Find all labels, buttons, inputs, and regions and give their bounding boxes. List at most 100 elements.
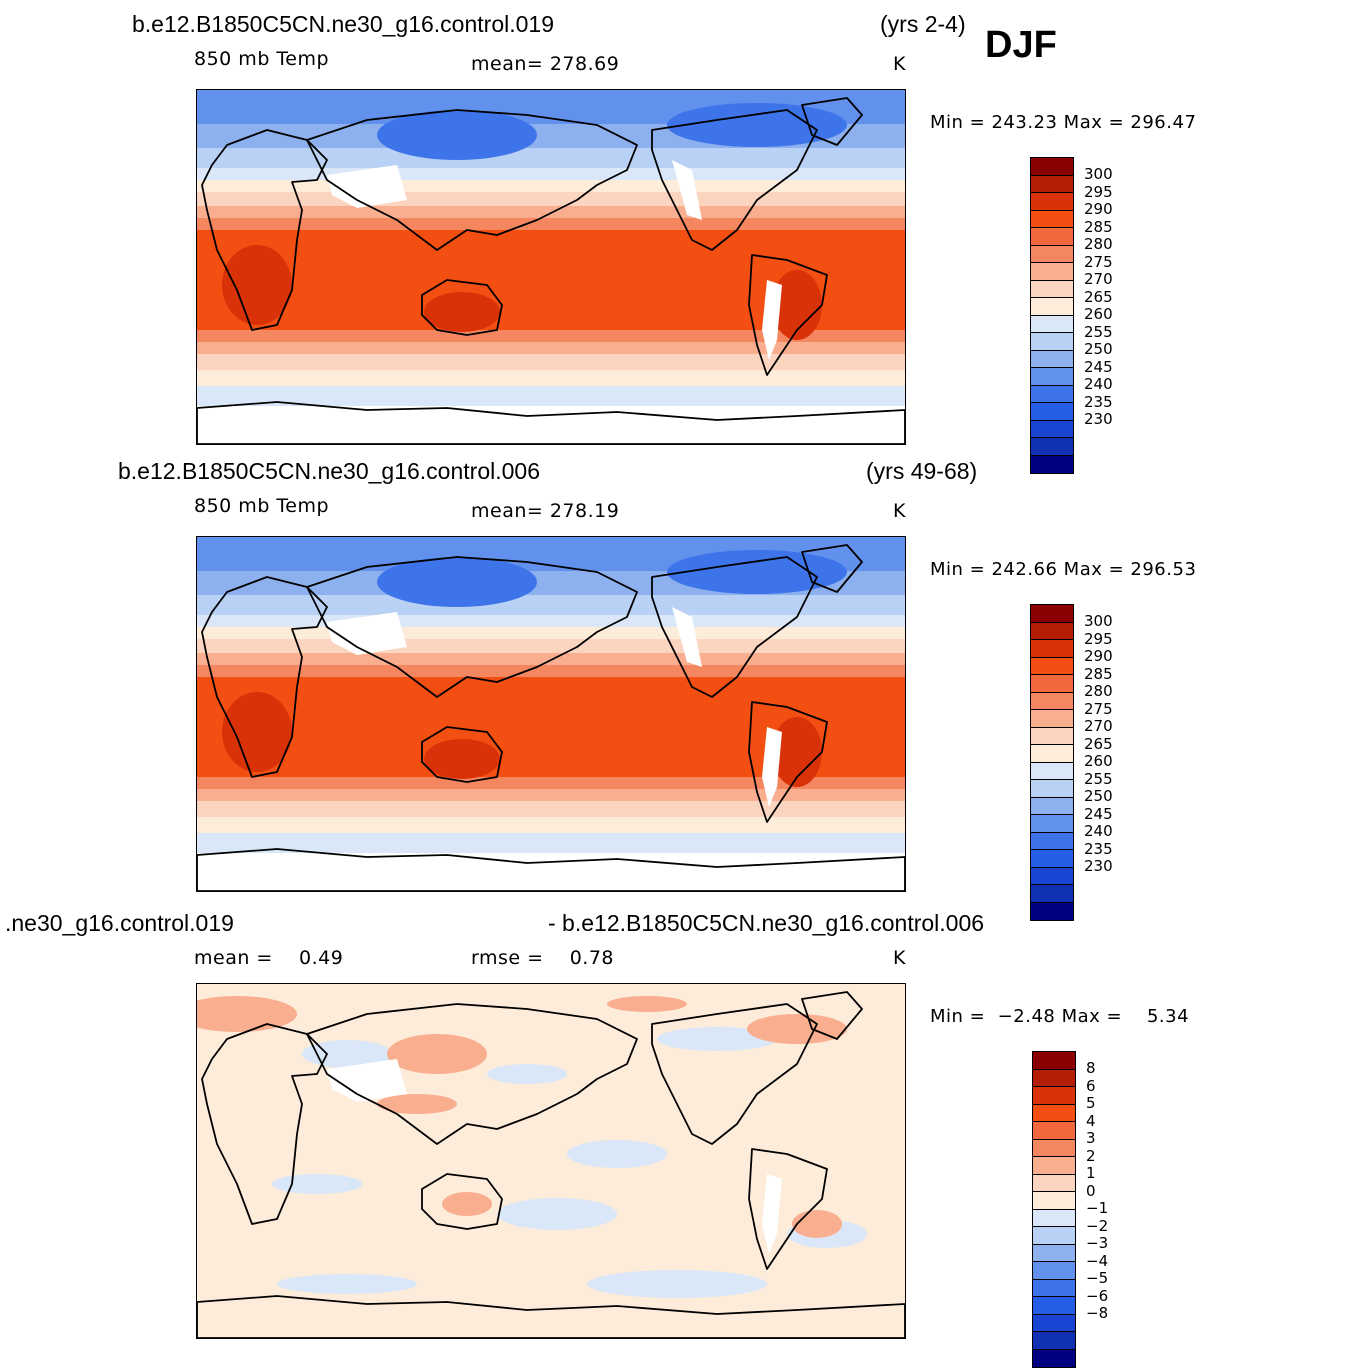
negative-anomaly (497, 1198, 617, 1230)
temperature-band (197, 406, 905, 444)
negative-anomaly (277, 1274, 417, 1294)
temperature-band (197, 639, 905, 653)
colorbar-swatch (1031, 692, 1073, 710)
colorbar-tick-label: 285 (1084, 217, 1113, 236)
coastline-antarctica (197, 1295, 905, 1338)
colorbar-tick-label: 230 (1084, 857, 1113, 875)
positive-anomaly (792, 1210, 842, 1238)
panel-top-minmax: Min = 243.23 Max = 296.47 (930, 112, 1197, 133)
temperature-band (197, 370, 905, 386)
colorbar-tick-label: 230 (1084, 410, 1113, 428)
coastline-southAmerica (748, 1148, 828, 1270)
colorbar-tick-label: 290 (1084, 647, 1113, 665)
colorbar-swatch (1031, 640, 1073, 658)
coastline-northAmerica (651, 109, 818, 251)
colorbar-tick-label: 285 (1084, 664, 1113, 683)
colorbar-swatch (1031, 605, 1073, 623)
colorbar-tick-label: 265 (1084, 287, 1113, 306)
warm-region (424, 739, 500, 779)
colorbar-tick-label: 270 (1084, 270, 1113, 288)
colorbar-tick-label: 255 (1084, 322, 1113, 341)
coastline-asia (306, 556, 638, 698)
coastline-northAmerica (651, 1003, 818, 1145)
panel-bottom-case-left: .ne30_g16.control.019 (5, 910, 234, 936)
negative-anomaly (272, 1174, 362, 1194)
positive-anomaly (387, 1034, 487, 1074)
temperature-band (197, 833, 905, 853)
colorbar-tick-label: 235 (1084, 392, 1113, 411)
panel-bottom-mean: mean = 0.49 (194, 947, 344, 969)
colorbar-swatch (1033, 1069, 1075, 1087)
colorbar-tick-label: 275 (1084, 699, 1113, 718)
colorbar-swatch (1031, 727, 1073, 745)
temperature-band (197, 777, 905, 789)
coastline-antarctica (197, 848, 905, 891)
colorbar-tick-label: 3 (1086, 1129, 1096, 1147)
panel-bottom-colorbar (1032, 1051, 1076, 1368)
colorbar-tick-label: 4 (1086, 1111, 1096, 1130)
colorbar-swatch (1031, 280, 1073, 298)
colorbar-swatch (1031, 797, 1073, 815)
colorbar-swatch (1033, 1297, 1075, 1315)
panel-middle-years: (yrs 49-68) (866, 458, 978, 484)
colorbar-swatch (1031, 832, 1073, 850)
colorbar-tick-label: 295 (1084, 182, 1113, 201)
missing-data-rockies (672, 607, 702, 667)
temperature-band (197, 801, 905, 817)
colorbar-swatch (1031, 762, 1073, 780)
colorbar-swatch (1031, 263, 1073, 281)
colorbar-tick-label: 235 (1084, 839, 1113, 858)
colorbar-swatch (1031, 850, 1073, 868)
colorbar-swatch (1031, 403, 1073, 421)
colorbar-swatch (1033, 1139, 1075, 1157)
panel-middle-units: K (893, 500, 906, 522)
warm-region (772, 270, 822, 340)
temperature-band (197, 595, 905, 615)
colorbar-tick-label: 290 (1084, 200, 1113, 218)
colorbar-swatch (1033, 1262, 1075, 1280)
positive-anomaly (377, 1094, 457, 1114)
coastline-southAmerica (748, 254, 828, 376)
colorbar-swatch (1033, 1244, 1075, 1262)
cold-region (667, 550, 847, 594)
colorbar-tick-label: −8 (1086, 1304, 1109, 1322)
colorbar-swatch (1031, 438, 1073, 456)
colorbar-swatch (1031, 657, 1073, 675)
colorbar-swatch (1031, 902, 1073, 920)
panel-top-case-title: b.e12.B1850C5CN.ne30_g16.control.019 (132, 11, 554, 37)
cold-region (667, 103, 847, 147)
colorbar-swatch (1033, 1314, 1075, 1332)
panel-bottom-minmax: Min = −2.48 Max = 5.34 (930, 1006, 1190, 1027)
colorbar-tick-label: −1 (1086, 1199, 1109, 1217)
colorbar-tick-label: 0 (1086, 1181, 1096, 1200)
colorbar-tick-label: −3 (1086, 1234, 1109, 1252)
colorbar-swatch (1033, 1227, 1075, 1245)
temperature-band (197, 789, 905, 801)
panel-middle-minmax: Min = 242.66 Max = 296.53 (930, 559, 1197, 580)
missing-data-tibet (327, 165, 407, 208)
warm-region (424, 292, 500, 332)
colorbar-swatch (1031, 245, 1073, 263)
colorbar-swatch (1031, 885, 1073, 903)
coastline-europeAfrica (201, 129, 328, 331)
coastline-asia (306, 109, 638, 251)
colorbar-tick-label: −4 (1086, 1251, 1109, 1270)
colorbar-tick-label: 2 (1086, 1146, 1096, 1165)
panel-bottom-units: K (893, 947, 906, 969)
colorbar-swatch (1031, 385, 1073, 403)
colorbar-swatch (1031, 867, 1073, 885)
colorbar-swatch (1031, 350, 1073, 368)
warm-region (772, 717, 822, 787)
colorbar-tick-label: 270 (1084, 717, 1113, 735)
colorbar-tick-label: 280 (1084, 682, 1113, 700)
missing-data-andes (762, 280, 782, 360)
missing-data-tibet (327, 612, 407, 655)
colorbar-swatch (1033, 1087, 1075, 1105)
colorbar-tick-label: 240 (1084, 375, 1113, 393)
colorbar-swatch (1031, 333, 1073, 351)
panel-middle-colorbar (1030, 604, 1074, 921)
colorbar-tick-label: 245 (1084, 357, 1113, 376)
colorbar-swatch (1031, 675, 1073, 693)
colorbar-swatch (1031, 455, 1073, 473)
panel-top-map (196, 89, 906, 445)
